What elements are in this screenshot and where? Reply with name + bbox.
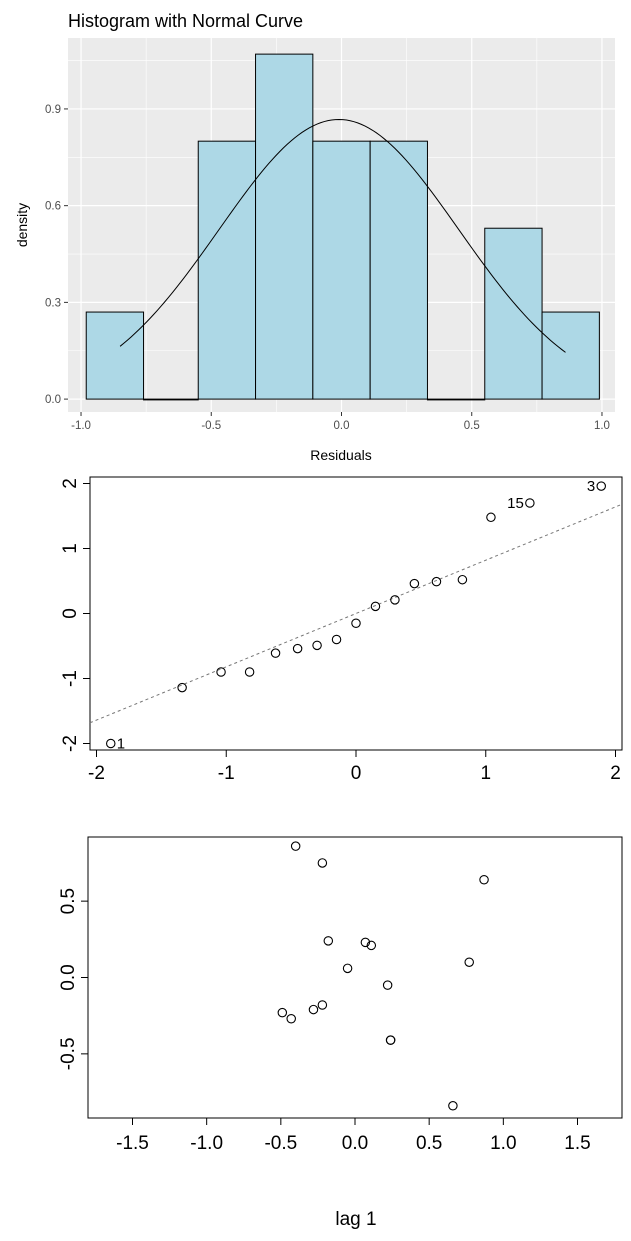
x-tick-label: -0.5 bbox=[201, 420, 221, 432]
normal-curve-line bbox=[119, 118, 566, 353]
qq-point bbox=[390, 595, 400, 605]
y-tick-label: 0.3 bbox=[45, 297, 61, 309]
qq-point bbox=[106, 738, 116, 749]
lag-point bbox=[308, 1004, 319, 1015]
histogram-title: Histogram with Normal Curve bbox=[68, 11, 303, 31]
x-tick-label: 2 bbox=[610, 763, 621, 784]
x-tick-label: 1.0 bbox=[490, 1133, 516, 1154]
histogram-x-axis-label: Residuals bbox=[310, 447, 371, 463]
x-tick-label: -1.0 bbox=[71, 420, 91, 432]
lag-x-axis-label: lag 1 bbox=[335, 1209, 376, 1230]
lag-point bbox=[366, 940, 377, 951]
qq-point-label: 3 bbox=[587, 478, 595, 495]
histogram-bar bbox=[197, 140, 257, 400]
qq-point bbox=[525, 498, 535, 508]
histogram-x-ticks: -1.0 -0.5 0.0 0.5 1.0 bbox=[71, 412, 610, 432]
x-tick-label: 0.0 bbox=[342, 1133, 368, 1154]
qq-point bbox=[457, 574, 468, 585]
x-tick-label: 1 bbox=[480, 763, 491, 784]
lag-plot-frame bbox=[87, 836, 623, 1119]
qq-point bbox=[486, 512, 496, 523]
qq-point bbox=[596, 481, 606, 491]
qq-point bbox=[331, 634, 342, 645]
histogram-bar bbox=[369, 140, 428, 400]
qq-y-ticks: -2 -1 0 1 2 bbox=[60, 478, 90, 752]
lag-point bbox=[479, 875, 489, 885]
x-tick-label: 1.5 bbox=[564, 1133, 590, 1154]
qq-point-label: 15 bbox=[507, 495, 524, 512]
histogram-y-axis-label: density bbox=[14, 203, 30, 247]
qq-point bbox=[244, 667, 255, 677]
qq-point bbox=[351, 618, 361, 628]
qq-x-ticks: -2 -1 0 1 2 bbox=[88, 750, 621, 784]
y-tick-label: 0.9 bbox=[45, 104, 61, 116]
histogram-bar bbox=[426, 398, 486, 401]
lag-point bbox=[342, 963, 353, 974]
histogram-chart: Histogram with Normal Curve -1.0 -0.5 0.0 0… bbox=[14, 11, 615, 463]
lag-point bbox=[286, 1013, 296, 1024]
histogram-bar bbox=[85, 311, 145, 400]
histogram-bars bbox=[85, 53, 600, 401]
histogram-bar bbox=[143, 398, 199, 401]
histogram-bar bbox=[312, 140, 371, 400]
histogram-y-ticks: 0.0 0.3 0.6 0.9 bbox=[45, 104, 68, 406]
lag-point bbox=[448, 1101, 458, 1111]
lag-point bbox=[360, 937, 371, 948]
x-tick-label: -1 bbox=[218, 763, 235, 784]
lag-plot-chart: -1.5 -1.0 -0.5 0.0 0.5 1.0 1.5 -0.5 0.0 0.5 lag … bbox=[58, 836, 623, 1230]
lag-point bbox=[385, 1035, 396, 1045]
lag-x-ticks: -1.5 -1.0 -0.5 0.0 0.5 1.0 1.5 bbox=[116, 1118, 591, 1154]
y-tick-label: 0.5 bbox=[58, 888, 79, 914]
y-tick-label: 2 bbox=[60, 478, 81, 489]
x-tick-label: 0.5 bbox=[464, 420, 480, 432]
qq-point bbox=[270, 648, 281, 658]
x-tick-label: 1.0 bbox=[594, 420, 610, 432]
lag-y-ticks: -0.5 0.0 0.5 bbox=[58, 888, 88, 1070]
histogram-bar bbox=[255, 53, 314, 400]
qq-plot-frame bbox=[89, 476, 623, 751]
x-tick-label: -2 bbox=[88, 763, 105, 784]
qq-point bbox=[216, 667, 226, 677]
y-tick-label: 0.0 bbox=[45, 394, 61, 406]
y-tick-label: 0.6 bbox=[45, 201, 61, 213]
y-tick-label: 0.0 bbox=[58, 964, 79, 990]
x-tick-label: -0.5 bbox=[264, 1133, 297, 1154]
y-tick-label: -1 bbox=[60, 670, 81, 687]
histogram-bar bbox=[484, 227, 543, 400]
qq-reference-line bbox=[89, 503, 623, 724]
qq-point bbox=[312, 640, 322, 651]
x-tick-label: 0.0 bbox=[334, 420, 350, 432]
lag-point bbox=[464, 957, 474, 967]
y-tick-label: -2 bbox=[60, 735, 81, 752]
x-tick-label: 0.5 bbox=[416, 1133, 442, 1154]
lag-point bbox=[323, 936, 334, 946]
qq-point bbox=[177, 682, 187, 693]
qq-point bbox=[370, 601, 381, 612]
x-tick-label: 0 bbox=[351, 763, 362, 784]
lag-points bbox=[277, 841, 489, 1111]
qq-point bbox=[431, 576, 442, 587]
x-tick-label: -1.0 bbox=[190, 1133, 223, 1154]
qq-plot-chart: 1 15 3 -2 -1 0 1 2 -2 -1 0 1 2 bbox=[60, 476, 623, 784]
histogram-bar bbox=[541, 311, 600, 400]
qq-point bbox=[409, 578, 420, 589]
lag-point bbox=[382, 980, 393, 990]
y-tick-label: 0 bbox=[60, 608, 81, 619]
y-tick-label: -0.5 bbox=[58, 1037, 79, 1070]
qq-point bbox=[292, 643, 303, 654]
qq-points: 1 15 3 bbox=[106, 478, 606, 753]
lag-point bbox=[290, 841, 301, 851]
lag-point bbox=[317, 1000, 328, 1010]
qq-point-label: 1 bbox=[117, 736, 125, 753]
lag-point bbox=[277, 1007, 288, 1018]
lag-point bbox=[317, 858, 328, 868]
y-tick-label: 1 bbox=[60, 543, 81, 554]
x-tick-label: -1.5 bbox=[116, 1133, 149, 1154]
